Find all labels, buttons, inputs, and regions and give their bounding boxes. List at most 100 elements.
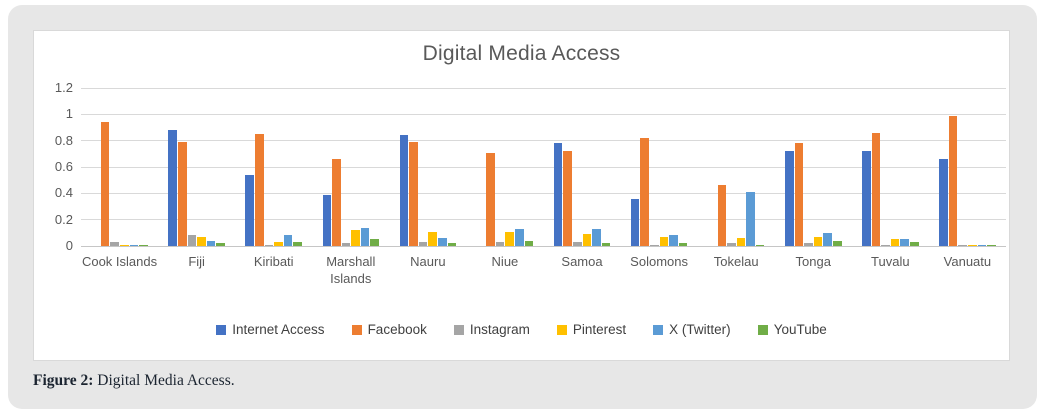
bar — [293, 242, 302, 246]
x-axis-label: Marshall Islands — [326, 254, 376, 286]
bar — [987, 244, 996, 246]
bar — [794, 143, 804, 246]
bar-group-solomons — [621, 88, 698, 246]
bar — [428, 231, 437, 246]
bar-group-fiji — [158, 88, 235, 246]
bar — [495, 242, 505, 246]
legend-item: Internet Access — [216, 322, 325, 337]
legend-swatch-icon — [556, 324, 567, 335]
y-axis-label: 0.8 — [54, 132, 73, 148]
bar — [216, 243, 225, 246]
bar-group-nauru — [389, 88, 466, 246]
x-axis: Cook Islands Fiji Kiribati Marshall Islands… — [81, 254, 1006, 288]
legend-item: X (Twitter) — [653, 322, 731, 337]
bar — [659, 236, 669, 246]
bar — [958, 244, 967, 246]
bar — [900, 239, 910, 246]
legend-item: YouTube — [757, 322, 827, 337]
bar — [948, 115, 958, 246]
x-axis-label: Nauru — [410, 254, 446, 269]
bar — [746, 192, 755, 246]
legend-swatch-icon — [653, 324, 664, 335]
legend-label: Internet Access — [232, 322, 325, 337]
bar — [524, 240, 534, 246]
bar — [717, 185, 727, 246]
bar-group-tokelau — [698, 88, 775, 246]
bar — [322, 194, 332, 246]
bar — [360, 227, 370, 246]
bar — [129, 244, 139, 246]
bar — [678, 243, 688, 246]
figure-caption: Figure 2: Digital Media Access. — [33, 372, 235, 390]
bar-group-vanuatu — [929, 88, 1006, 246]
figure-caption-text: Digital Media Access. — [93, 372, 235, 389]
x-axis-label: Tokelau — [713, 254, 759, 269]
bar — [274, 242, 283, 246]
bar — [177, 141, 187, 246]
bar — [399, 135, 409, 246]
bar — [168, 130, 177, 246]
bar — [486, 152, 495, 246]
bar — [553, 143, 563, 246]
bar-group-marshall-islands — [312, 88, 389, 246]
bar — [823, 232, 832, 246]
x-axis-label: Niue — [491, 254, 519, 269]
bar — [187, 235, 197, 246]
y-axis-label: 0.2 — [54, 211, 73, 227]
bar — [862, 151, 871, 246]
bar — [881, 244, 890, 246]
x-axis-label: Tuvalu — [871, 254, 910, 269]
legend-swatch-icon — [216, 324, 227, 335]
bar-group-kiribati — [235, 88, 312, 246]
y-axis-label: 1 — [65, 106, 73, 122]
bar — [630, 198, 640, 246]
x-axis-label: Kiribati — [253, 254, 294, 269]
x-axis-label: Vanuatu — [943, 254, 992, 269]
bar — [640, 138, 650, 246]
bar — [255, 134, 264, 246]
bar — [939, 159, 948, 246]
bar — [650, 244, 659, 246]
x-axis-label: Tonga — [795, 254, 831, 269]
legend-label: YouTube — [773, 322, 827, 337]
legend-swatch-icon — [453, 324, 464, 335]
bar — [370, 239, 380, 246]
bar — [206, 240, 216, 246]
bar — [755, 244, 765, 246]
bar — [351, 230, 360, 246]
bar-group-tuvalu — [852, 88, 929, 246]
chart-panel: Digital Media Access 0 0.2 0.4 0.6 0.8 1 1.2 C… — [33, 30, 1010, 361]
bar — [505, 231, 515, 246]
bar — [910, 242, 919, 246]
bar — [890, 239, 900, 246]
bar — [967, 244, 977, 246]
figure-caption-label: Figure 2: — [33, 372, 94, 389]
x-axis-line — [81, 246, 1006, 247]
bar — [813, 236, 823, 246]
gridline — [81, 219, 1006, 221]
legend-item: Facebook — [351, 322, 427, 337]
y-axis-label: 0.6 — [54, 159, 73, 174]
gridline — [81, 192, 1006, 194]
bar — [110, 242, 120, 246]
y-axis-label: 0 — [65, 238, 73, 253]
legend-label: Pinterest — [572, 322, 627, 337]
bar — [332, 159, 341, 246]
x-axis-label: Fiji — [188, 254, 205, 269]
legend-item: Instagram — [453, 322, 530, 337]
gridline — [81, 166, 1006, 168]
bar — [601, 243, 611, 246]
bar — [139, 244, 148, 246]
bar-group-cook-islands — [81, 88, 158, 246]
bar — [120, 244, 129, 246]
bar — [283, 235, 293, 246]
legend-label: Facebook — [367, 322, 427, 337]
bar — [832, 240, 842, 246]
bar — [871, 132, 881, 246]
legend-label: Instagram — [469, 322, 530, 337]
bar — [572, 242, 582, 246]
y-axis-label: 1.2 — [54, 80, 73, 95]
bar — [582, 234, 592, 246]
x-axis-label: Solomons — [630, 254, 688, 269]
bar — [515, 228, 524, 246]
